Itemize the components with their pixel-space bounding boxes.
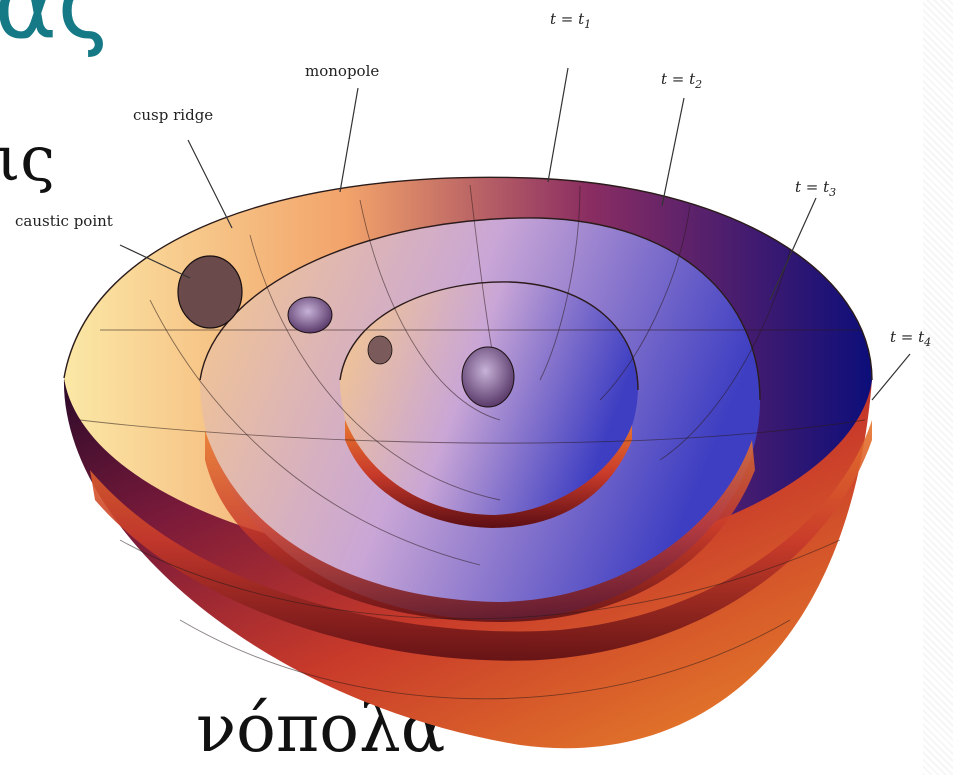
inner-cusp-mark <box>367 335 393 365</box>
leader-t1 <box>547 67 569 183</box>
slide-title-fragment: ας <box>0 0 114 60</box>
label-t1-subscript: 1 <box>584 18 591 31</box>
leader-caustic-point <box>119 244 191 279</box>
surface-mesh <box>79 184 866 700</box>
cusp-ridge-bump <box>287 296 333 334</box>
label-cusp-ridge: cusp ridge <box>133 106 213 124</box>
leader-t2 <box>661 97 685 207</box>
label-t3-main: t = t <box>795 178 830 196</box>
label-t4-subscript: 4 <box>923 336 931 349</box>
label-t4: t = t4 <box>890 328 931 349</box>
outer-inner-wall <box>90 420 872 661</box>
label-caustic-point: caustic point <box>15 212 113 230</box>
slide-text-fragment: ις <box>0 122 56 195</box>
label-t1-main: t = t <box>550 10 585 28</box>
label-t2-main: t = t <box>661 70 696 88</box>
monopole-bump <box>461 346 515 408</box>
label-monopole: monopole <box>305 62 379 80</box>
leader-t3 <box>769 197 817 301</box>
label-t4-main: t = t <box>890 328 925 346</box>
leader-t4 <box>871 353 911 401</box>
caustic-point-mark <box>177 255 243 329</box>
leader-cusp-ridge <box>187 139 233 229</box>
label-t3-subscript: 3 <box>829 186 836 199</box>
label-t1: t = t1 <box>550 10 591 31</box>
label-t3: t = t3 <box>795 178 836 199</box>
label-t2-subscript: 2 <box>694 78 702 91</box>
label-t2: t = t2 <box>661 70 702 91</box>
leader-monopole <box>339 87 359 193</box>
slide-edge-texture <box>923 0 953 775</box>
